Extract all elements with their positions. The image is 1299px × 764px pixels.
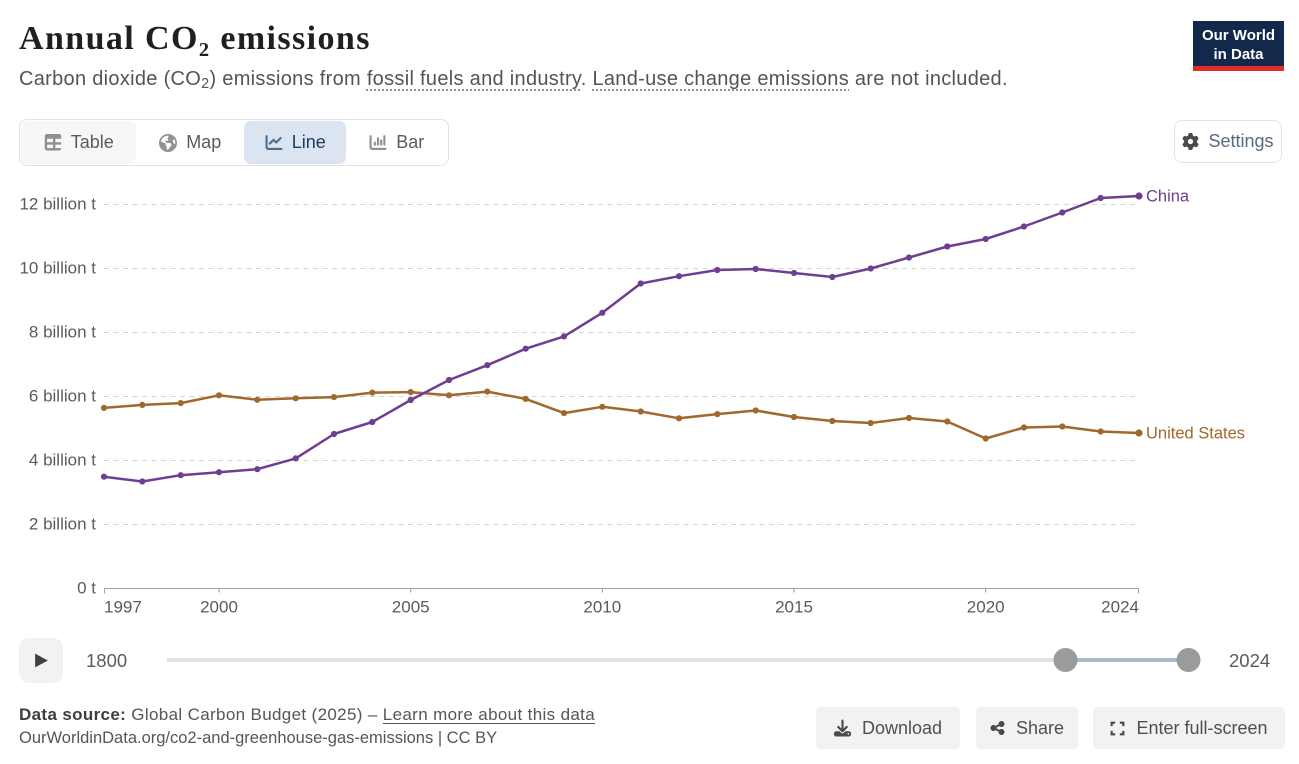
svg-text:8 billion t: 8 billion t	[29, 323, 96, 342]
svg-text:10 billion t: 10 billion t	[19, 259, 96, 278]
svg-text:2015: 2015	[775, 598, 813, 617]
svg-text:2020: 2020	[967, 598, 1005, 617]
svg-text:2005: 2005	[392, 598, 430, 617]
svg-text:2 billion t: 2 billion t	[29, 515, 96, 534]
svg-text:United States: United States	[1146, 425, 1245, 443]
svg-text:0 t: 0 t	[77, 579, 96, 598]
svg-text:2010: 2010	[583, 598, 621, 617]
svg-text:2000: 2000	[200, 598, 238, 617]
svg-text:2024: 2024	[1101, 598, 1139, 617]
svg-text:6 billion t: 6 billion t	[29, 387, 96, 406]
svg-text:1997: 1997	[104, 598, 142, 617]
svg-text:China: China	[1146, 188, 1190, 206]
svg-text:4 billion t: 4 billion t	[29, 451, 96, 470]
svg-text:12 billion t: 12 billion t	[19, 195, 96, 214]
